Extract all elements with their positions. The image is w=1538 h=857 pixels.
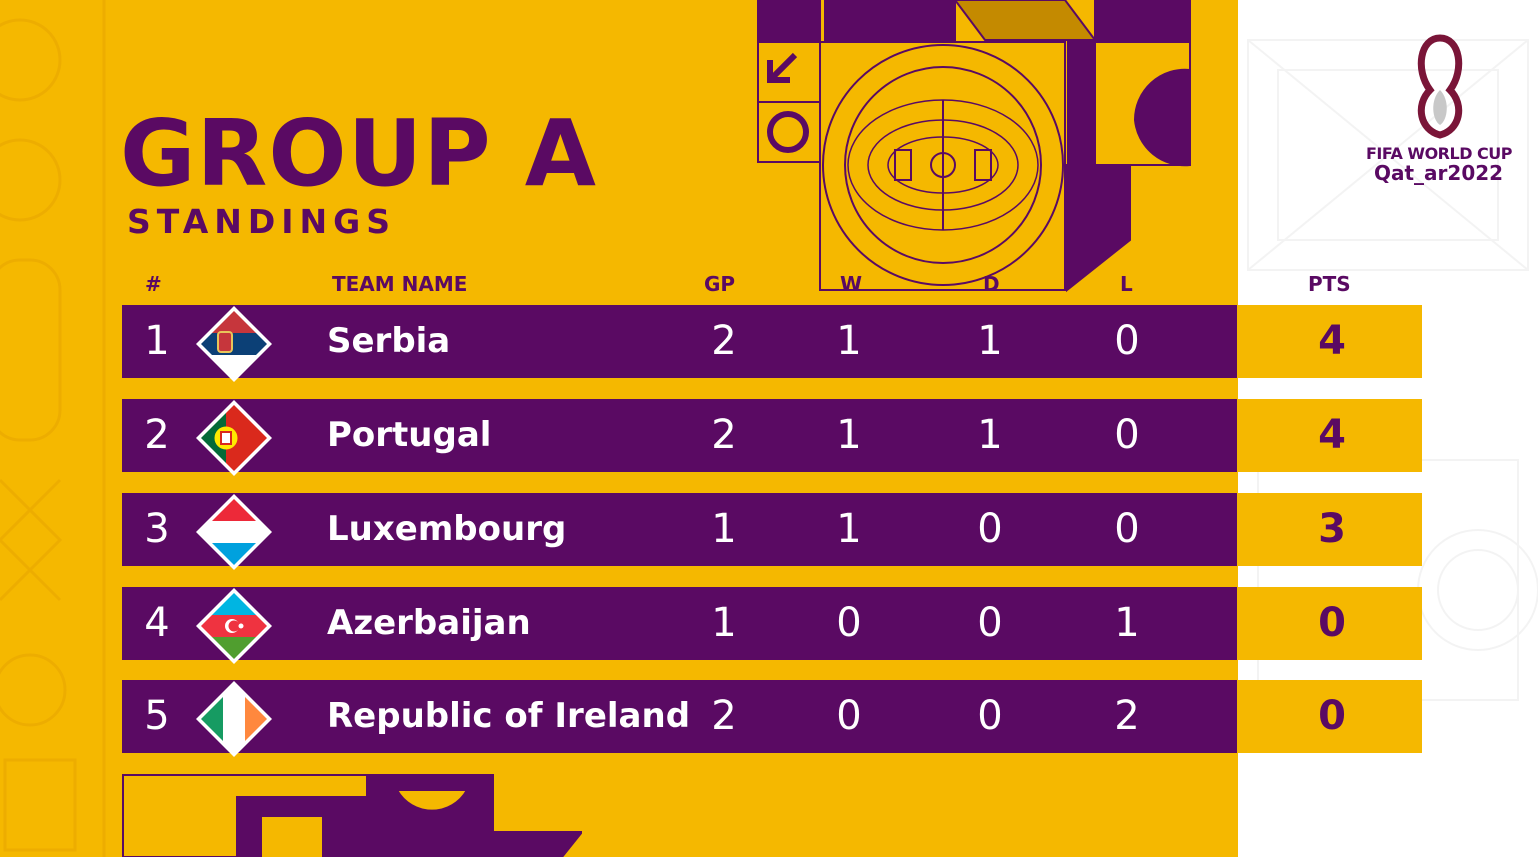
table-row: 2 Portugal 2 1 1 0 4 — [122, 399, 1422, 476]
row-points-box — [1237, 587, 1422, 660]
team-name: Azerbaijan — [327, 603, 531, 643]
points: 0 — [1318, 693, 1346, 739]
row-band — [122, 305, 1237, 378]
header-d: D — [983, 272, 1000, 296]
page-title: GROUP A — [120, 100, 597, 207]
losses: 0 — [1114, 412, 1140, 458]
table-row: 1 Serbia 2 1 1 0 4 — [122, 305, 1422, 382]
rank-cell: 4 — [144, 600, 170, 646]
rank-cell: 5 — [144, 693, 170, 739]
azerbaijan-flag-icon — [196, 588, 272, 664]
logo-line-2: Qat_ar2022 — [1374, 161, 1504, 185]
points: 3 — [1318, 506, 1346, 552]
draws: 0 — [977, 506, 1003, 552]
games-played: 1 — [711, 600, 737, 646]
top-graphic-art — [757, 0, 1191, 293]
left-pattern-decoration — [0, 0, 106, 857]
header-w: W — [840, 272, 863, 296]
page-subtitle: STANDINGS — [127, 202, 397, 241]
points: 0 — [1318, 600, 1346, 646]
draws: 0 — [977, 600, 1003, 646]
rank-cell: 3 — [144, 506, 170, 552]
games-played: 2 — [711, 693, 737, 739]
points: 4 — [1318, 412, 1346, 458]
header-gp: GP — [704, 272, 736, 296]
table-row: 5 Republic of Ireland 2 0 0 2 0 — [122, 680, 1422, 757]
row-points-box — [1237, 493, 1422, 566]
team-name: Republic of Ireland — [327, 696, 691, 736]
header-rank: # — [145, 272, 162, 296]
portugal-flag-icon — [196, 400, 272, 476]
wins: 0 — [836, 693, 862, 739]
ireland-flag-icon — [196, 681, 272, 757]
row-points-box — [1237, 305, 1422, 378]
losses: 1 — [1114, 600, 1140, 646]
serbia-flag-icon — [196, 306, 272, 382]
row-band — [122, 587, 1237, 660]
wins: 1 — [836, 506, 862, 552]
row-band — [122, 493, 1237, 566]
table-row: 3 Luxembourg 1 1 0 0 3 — [122, 493, 1422, 570]
games-played: 2 — [711, 412, 737, 458]
losses: 0 — [1114, 318, 1140, 364]
world-cup-trophy-logo-icon — [1417, 34, 1463, 139]
wins: 1 — [836, 318, 862, 364]
row-band — [122, 680, 1237, 753]
header-l: L — [1120, 272, 1133, 296]
logo-line-1: FIFA WORLD CUP — [1366, 144, 1513, 163]
row-band — [122, 399, 1237, 472]
table-row: 4 Azerbaijan 1 0 0 1 0 — [122, 587, 1422, 664]
team-name: Luxembourg — [327, 509, 567, 549]
wins: 0 — [836, 600, 862, 646]
points: 4 — [1318, 318, 1346, 364]
wins: 1 — [836, 412, 862, 458]
games-played: 2 — [711, 318, 737, 364]
row-points-box — [1237, 399, 1422, 472]
luxembourg-flag-icon — [196, 494, 272, 570]
rank-cell: 2 — [144, 412, 170, 458]
draws: 1 — [977, 412, 1003, 458]
header-team-name: TEAM NAME — [332, 272, 468, 296]
losses: 0 — [1114, 506, 1140, 552]
row-points-box — [1237, 680, 1422, 753]
losses: 2 — [1114, 693, 1140, 739]
rank-cell: 1 — [144, 318, 170, 364]
draws: 0 — [977, 693, 1003, 739]
bottom-graphic-art — [122, 774, 582, 857]
header-pts: PTS — [1308, 272, 1351, 296]
draws: 1 — [977, 318, 1003, 364]
team-name: Portugal — [327, 415, 492, 455]
games-played: 1 — [711, 506, 737, 552]
team-name: Serbia — [327, 321, 451, 361]
